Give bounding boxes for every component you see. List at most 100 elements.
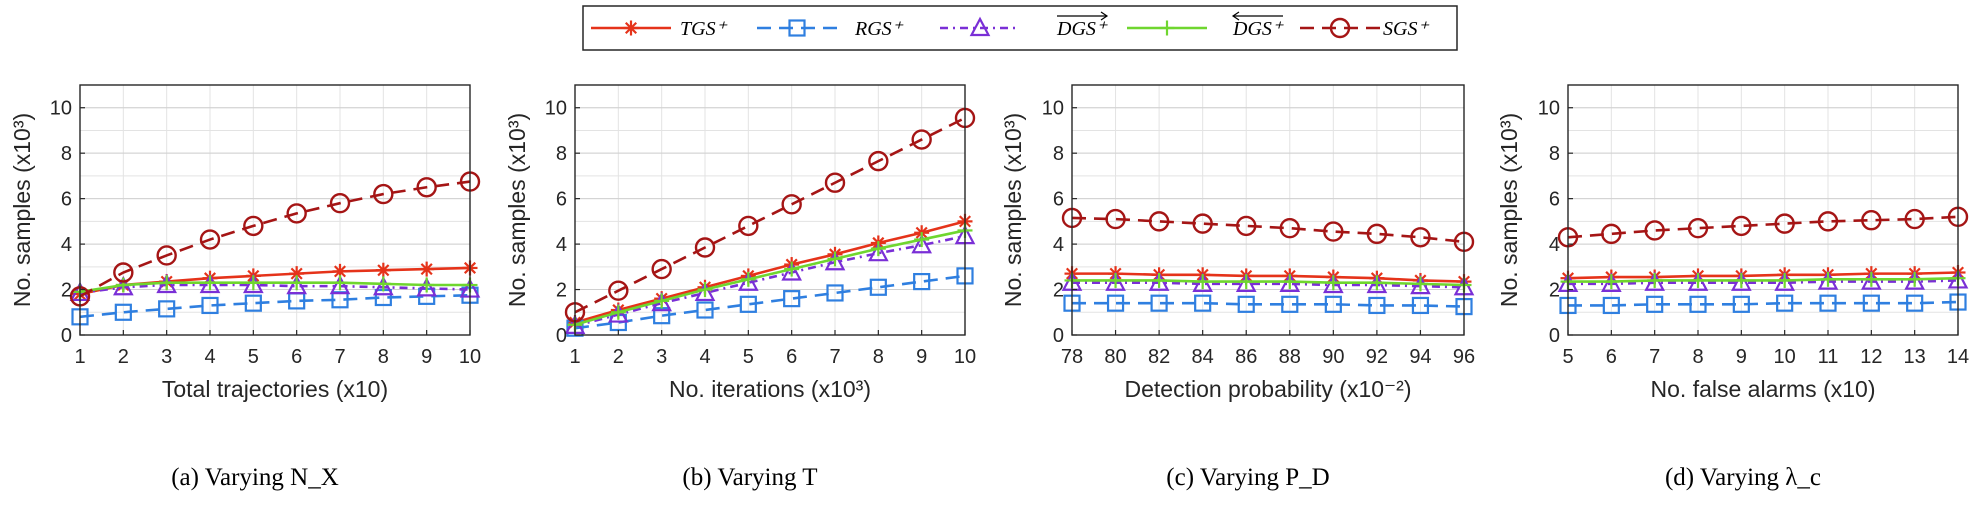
x-tick-label: 80 [1104,346,1126,368]
x-tick-label: 10 [1774,346,1796,368]
x-tick-label: 5 [248,346,259,368]
series-line [1072,281,1465,289]
y-tick-label: 2 [61,280,72,302]
data-point [244,294,262,312]
axes-box [1071,84,1465,336]
series-line [79,283,471,295]
data-point [1106,294,1125,312]
data-point [114,303,132,321]
x-tick-label: 82 [1148,346,1170,368]
data-point [1731,215,1752,237]
x-tick-label: 9 [421,346,432,368]
x-tick-label: 9 [1736,346,1747,368]
data-point [694,237,716,258]
data-point [784,261,800,277]
y-tick-label: 10 [50,98,72,120]
data-point [868,241,889,262]
y-axis-label: No. samples (x10³) [1000,113,1026,307]
chart-panel: 0 2 4 6 8 10 78 80 82 84 86 88 90 92 94 96 Detection pro… [1000,84,1475,491]
series-square [1063,294,1473,316]
data-point [1777,272,1793,288]
y-tick-label: 2 [556,280,567,302]
data-point [1689,295,1707,313]
x-tick-label: 8 [873,346,884,368]
data-point [827,251,843,267]
x-tick-label: 3 [656,346,667,368]
data-point [1368,296,1386,315]
x-tick-label: 13 [1904,346,1926,368]
y-tick-label: 10 [545,98,567,120]
data-point [1282,274,1298,290]
y-tick-label: 10 [1042,98,1064,120]
x-tick-label: 3 [161,346,172,368]
series-line [1568,279,1959,286]
series-line [1072,279,1465,287]
x-tick-label: 2 [613,346,624,368]
data-point [1776,294,1794,312]
panel-caption: (d) Varying λ_c [1665,464,1821,491]
data-point [696,301,714,319]
data-point [654,293,670,309]
data-point [697,282,713,298]
data-point [1733,272,1749,288]
data-point [243,215,264,237]
data-point [1907,271,1923,287]
y-tick-label: 2 [1549,280,1560,302]
data-point [911,129,932,150]
series-line [1567,271,1959,280]
y-tick-label: 0 [61,325,72,347]
data-point [824,172,846,193]
x-tick-label: 10 [954,346,976,368]
data-point [202,275,218,291]
y-tick-label: 8 [1053,143,1064,165]
data-point [158,300,176,318]
data-point [1601,223,1622,245]
y-tick-label: 0 [556,325,567,347]
series-plus [72,275,478,300]
x-tick-label: 96 [1453,346,1475,368]
legend-marker-icon [1159,20,1175,36]
data-point [373,183,394,205]
x-tick-label: 10 [459,346,481,368]
x-tick-label: 7 [1649,346,1660,368]
y-tick-label: 2 [1053,280,1064,302]
data-point [1150,294,1168,312]
y-tick-label: 4 [1053,234,1064,256]
x-tick-label: 90 [1322,346,1344,368]
legend-entry: TGS⁺ [591,18,728,40]
data-point [1774,213,1795,234]
series-line [79,180,471,298]
series-line [574,229,966,327]
x-axis-label: Detection probability (x10⁻²) [1125,376,1412,402]
y-axis-label: No. samples (x10³) [9,113,35,307]
y-tick-label: 8 [61,143,72,165]
x-tick-label: 9 [916,346,927,368]
data-point [911,233,932,254]
data-point [1646,295,1664,313]
data-point [329,192,351,214]
series-line [1568,276,1959,283]
data-point [1366,223,1388,245]
y-tick-label: 10 [1538,98,1560,120]
legend-entry: DGS⁺ (backward) [1127,11,1284,40]
x-axis-label: Total trajectories (x10) [162,376,388,402]
panel-caption: (a) Varying N_X [171,464,339,491]
data-point [1325,275,1341,291]
data-point [1904,208,1925,230]
x-tick-label: 6 [291,346,302,368]
x-tick-label: 6 [1606,346,1617,368]
x-tick-label: 12 [1860,346,1882,368]
y-tick-label: 6 [556,189,567,211]
y-axis-label: No. samples (x10³) [504,113,530,307]
data-point [1647,272,1663,288]
panel-caption: (c) Varying P_D [1166,464,1329,491]
data-point [868,150,889,172]
x-tick-label: 14 [1947,346,1969,368]
data-point [1820,271,1836,287]
axes-box [79,84,471,336]
data-point [1644,220,1665,241]
data-point [1602,296,1620,315]
data-point [740,271,756,287]
data-point [869,278,887,296]
data-point [610,304,626,320]
